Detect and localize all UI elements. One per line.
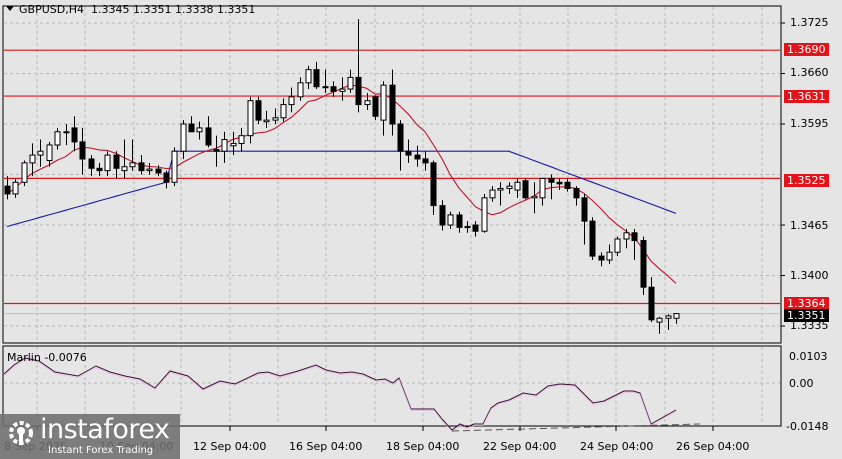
indicator-tick: 0.00 [789,377,814,390]
watermark-brand: instaforex [40,414,170,445]
time-label: 16 Sep 04:00 [289,440,363,453]
watermark-tagline: Instant Forex Trading [48,445,154,456]
price-tick: 1.3595 [790,117,829,130]
time-label: 22 Sep 04:00 [483,440,557,453]
price-tick: 1.3465 [790,219,829,232]
price-tick: 1.3660 [790,66,829,79]
indicator-tick: -0.0148 [786,420,829,433]
price-tick: 1.3335 [790,319,829,332]
ohlc-values: 1.3345 1.3351 1.3338 1.3351 [90,3,256,16]
time-label: 12 Sep 04:00 [193,440,267,453]
time-label: 26 Sep 04:00 [676,440,750,453]
time-label: 18 Sep 04:00 [386,440,460,453]
marlin-indicator-line [3,357,701,433]
symbol-label: GBPUSD,H4 [19,3,84,16]
indicator-label: Marlin -0.0076 [7,351,87,364]
price-tick: 1.3400 [790,269,829,282]
dropdown-triangle-icon[interactable] [6,6,14,11]
chart-title: GBPUSD,H4 1.3345 1.3351 1.3338 1.3351 [6,3,255,16]
candles [4,19,680,334]
grid [4,7,780,425]
time-label: 24 Sep 04:00 [580,440,654,453]
level-tag-1.3690: 1.3690 [784,43,829,56]
gear-logo-icon [9,421,33,445]
indicator-tick: 0.0103 [789,350,828,363]
level-tag-1.3631: 1.3631 [784,90,829,103]
indicator-panel [2,345,782,427]
level-tag-1.3525: 1.3525 [784,174,829,187]
current-price-tag: 1.3351 [784,309,829,322]
level-tag-1.3364: 1.3364 [784,297,829,310]
instaforex-watermark: instaforex Instant Forex Trading [0,414,180,459]
price-tick: 1.3725 [790,16,829,29]
